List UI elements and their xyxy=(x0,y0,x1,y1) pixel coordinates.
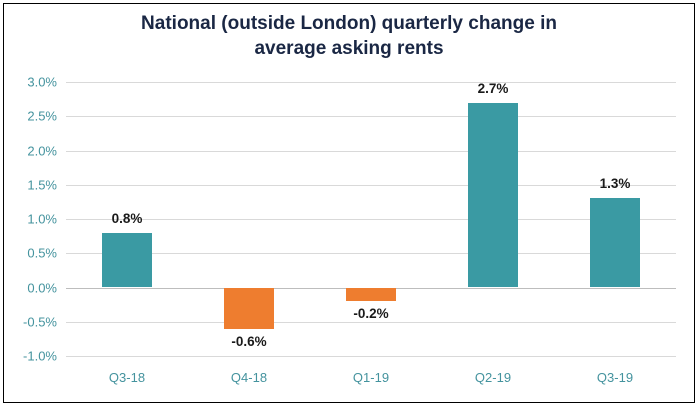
bar-value-label: 1.3% xyxy=(599,176,631,192)
gridline xyxy=(66,356,676,357)
y-axis-tick-label: 2.0% xyxy=(27,143,57,158)
bar-Q3-19 xyxy=(590,198,640,288)
chart-title: National (outside London) quarterly chan… xyxy=(141,13,557,59)
bar-Q4-18 xyxy=(224,287,274,329)
x-axis-tick-label: Q4-18 xyxy=(230,370,268,385)
y-axis-tick-label: 1.5% xyxy=(27,177,57,193)
gridline xyxy=(66,150,676,152)
bar-value-label: -0.2% xyxy=(353,306,389,322)
gridline xyxy=(66,184,676,186)
x-axis-tick-label: Q2-19 xyxy=(474,370,512,385)
bar-value-label: -0.6% xyxy=(231,333,267,349)
bar-Q2-19 xyxy=(468,102,518,288)
x-axis-tick-label: Q3-18 xyxy=(108,370,146,385)
bar-Q3-18 xyxy=(102,232,152,288)
y-axis-tick-label: 2.5% xyxy=(27,108,57,124)
gridline xyxy=(66,253,676,255)
bar-value-label: 2.7% xyxy=(477,80,509,96)
y-axis-tick-label: -0.5% xyxy=(23,314,57,330)
bar-Q1-19 xyxy=(346,287,396,302)
y-axis-tick-label: -1.0% xyxy=(23,348,57,364)
chart-frame: National (outside London) quarterly chan… xyxy=(3,3,695,403)
gridline xyxy=(66,321,676,323)
y-axis-tick-label: 0.5% xyxy=(27,245,57,261)
gridline xyxy=(66,219,676,220)
y-axis-tick-label: 3.0% xyxy=(27,74,57,90)
bar-value-label: 0.8% xyxy=(111,210,143,226)
gridline xyxy=(66,116,676,118)
x-axis-tick-label: Q1-19 xyxy=(352,370,390,385)
y-axis-tick-label: 0.0% xyxy=(27,280,57,295)
x-axis-tick-label: Q3-19 xyxy=(596,370,634,385)
gridline xyxy=(66,82,676,83)
plot-area: -1.0% -0.5% 0.0% 0.5% 1.0% 1.5% 2.0% 2.5% 3.0% 0.… xyxy=(23,75,676,385)
y-axis-tick-label: 1.0% xyxy=(27,211,57,227)
